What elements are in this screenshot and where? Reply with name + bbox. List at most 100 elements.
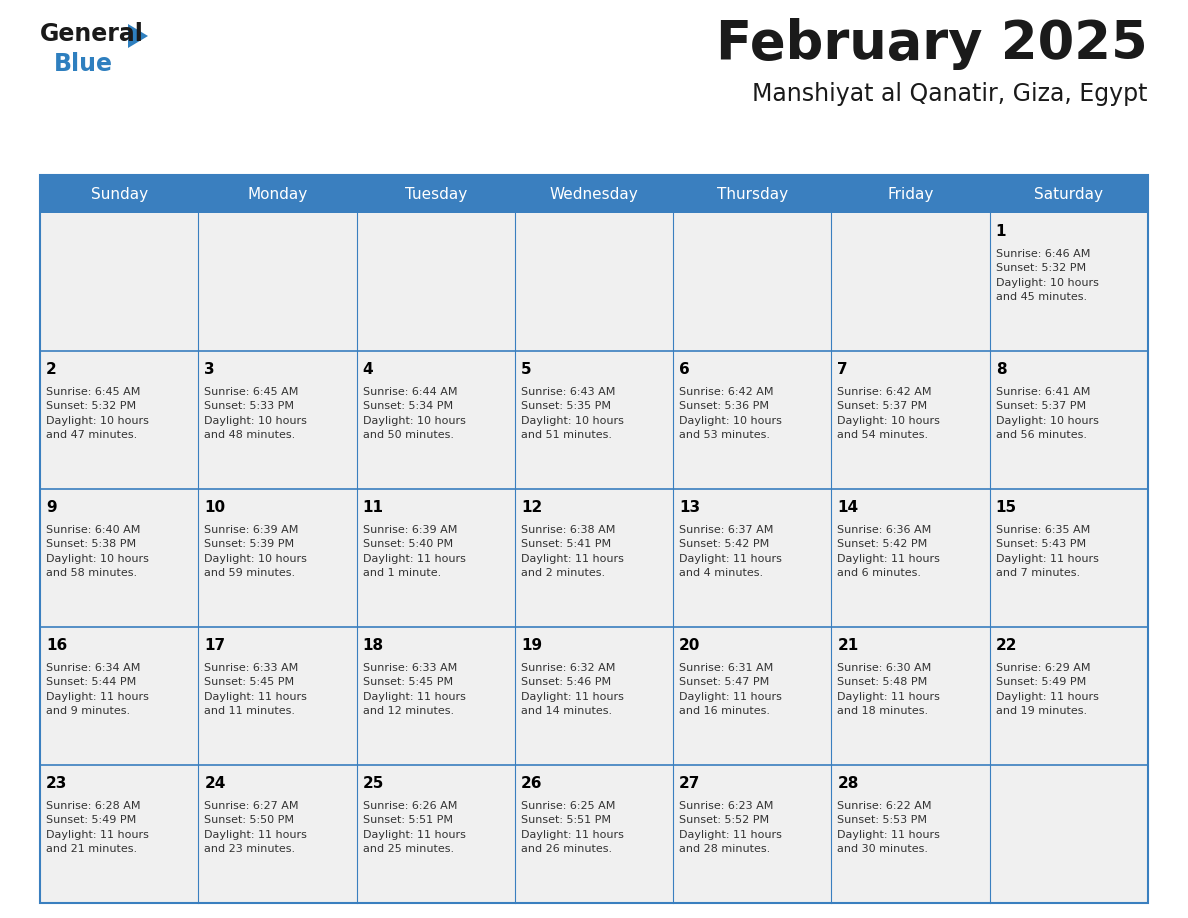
Bar <box>990 351 1148 489</box>
Bar <box>356 765 514 903</box>
Text: 25: 25 <box>362 777 384 791</box>
Bar <box>356 351 514 489</box>
Text: 27: 27 <box>680 777 701 791</box>
Text: 23: 23 <box>46 777 68 791</box>
Text: Sunrise: 6:26 AM
Sunset: 5:51 PM
Daylight: 11 hours
and 25 minutes.: Sunrise: 6:26 AM Sunset: 5:51 PM Dayligh… <box>362 801 466 855</box>
Bar <box>832 175 990 213</box>
Text: 8: 8 <box>996 363 1006 377</box>
Text: Blue: Blue <box>53 52 113 76</box>
Text: Wednesday: Wednesday <box>550 186 638 201</box>
Text: Sunrise: 6:37 AM
Sunset: 5:42 PM
Daylight: 11 hours
and 4 minutes.: Sunrise: 6:37 AM Sunset: 5:42 PM Dayligh… <box>680 525 782 578</box>
Bar <box>514 765 674 903</box>
Bar <box>990 765 1148 903</box>
Bar <box>198 627 356 765</box>
Text: 22: 22 <box>996 639 1017 654</box>
Text: Sunday: Sunday <box>90 186 147 201</box>
Text: Sunrise: 6:27 AM
Sunset: 5:50 PM
Daylight: 11 hours
and 23 minutes.: Sunrise: 6:27 AM Sunset: 5:50 PM Dayligh… <box>204 801 308 855</box>
Bar <box>674 351 832 489</box>
Text: Sunrise: 6:25 AM
Sunset: 5:51 PM
Daylight: 11 hours
and 26 minutes.: Sunrise: 6:25 AM Sunset: 5:51 PM Dayligh… <box>520 801 624 855</box>
Bar <box>356 213 514 351</box>
Text: Sunrise: 6:46 AM
Sunset: 5:32 PM
Daylight: 10 hours
and 45 minutes.: Sunrise: 6:46 AM Sunset: 5:32 PM Dayligh… <box>996 249 1099 302</box>
Text: Sunrise: 6:23 AM
Sunset: 5:52 PM
Daylight: 11 hours
and 28 minutes.: Sunrise: 6:23 AM Sunset: 5:52 PM Dayligh… <box>680 801 782 855</box>
Text: 11: 11 <box>362 500 384 516</box>
Text: Sunrise: 6:31 AM
Sunset: 5:47 PM
Daylight: 11 hours
and 16 minutes.: Sunrise: 6:31 AM Sunset: 5:47 PM Dayligh… <box>680 663 782 716</box>
Text: Sunrise: 6:42 AM
Sunset: 5:36 PM
Daylight: 10 hours
and 53 minutes.: Sunrise: 6:42 AM Sunset: 5:36 PM Dayligh… <box>680 387 782 441</box>
Text: Manshiyat al Qanatir, Giza, Egypt: Manshiyat al Qanatir, Giza, Egypt <box>752 82 1148 106</box>
Bar <box>356 489 514 627</box>
Bar <box>356 175 514 213</box>
Bar <box>198 489 356 627</box>
Text: February 2025: February 2025 <box>716 18 1148 70</box>
Text: 18: 18 <box>362 639 384 654</box>
Bar <box>832 765 990 903</box>
Text: Friday: Friday <box>887 186 934 201</box>
Bar <box>40 765 198 903</box>
Bar <box>514 175 674 213</box>
Text: Sunrise: 6:34 AM
Sunset: 5:44 PM
Daylight: 11 hours
and 9 minutes.: Sunrise: 6:34 AM Sunset: 5:44 PM Dayligh… <box>46 663 148 716</box>
Text: General: General <box>40 22 144 46</box>
Polygon shape <box>128 24 148 48</box>
Text: Sunrise: 6:29 AM
Sunset: 5:49 PM
Daylight: 11 hours
and 19 minutes.: Sunrise: 6:29 AM Sunset: 5:49 PM Dayligh… <box>996 663 1099 716</box>
Bar <box>674 765 832 903</box>
Text: Sunrise: 6:36 AM
Sunset: 5:42 PM
Daylight: 11 hours
and 6 minutes.: Sunrise: 6:36 AM Sunset: 5:42 PM Dayligh… <box>838 525 941 578</box>
Bar <box>832 213 990 351</box>
Bar <box>198 765 356 903</box>
Text: 5: 5 <box>520 363 531 377</box>
Text: 14: 14 <box>838 500 859 516</box>
Text: 21: 21 <box>838 639 859 654</box>
Text: Sunrise: 6:45 AM
Sunset: 5:33 PM
Daylight: 10 hours
and 48 minutes.: Sunrise: 6:45 AM Sunset: 5:33 PM Dayligh… <box>204 387 308 441</box>
Bar <box>40 627 198 765</box>
Bar <box>990 175 1148 213</box>
Bar <box>198 175 356 213</box>
Bar <box>832 627 990 765</box>
Bar <box>40 175 1148 903</box>
Bar <box>514 351 674 489</box>
Text: 2: 2 <box>46 363 57 377</box>
Text: Sunrise: 6:41 AM
Sunset: 5:37 PM
Daylight: 10 hours
and 56 minutes.: Sunrise: 6:41 AM Sunset: 5:37 PM Dayligh… <box>996 387 1099 441</box>
Bar <box>832 489 990 627</box>
Bar <box>198 213 356 351</box>
Text: 13: 13 <box>680 500 700 516</box>
Bar <box>990 627 1148 765</box>
Bar <box>40 351 198 489</box>
Text: 1: 1 <box>996 225 1006 240</box>
Bar <box>832 351 990 489</box>
Text: 6: 6 <box>680 363 690 377</box>
Bar <box>990 489 1148 627</box>
Text: Sunrise: 6:33 AM
Sunset: 5:45 PM
Daylight: 11 hours
and 12 minutes.: Sunrise: 6:33 AM Sunset: 5:45 PM Dayligh… <box>362 663 466 716</box>
Bar <box>40 175 198 213</box>
Text: Sunrise: 6:33 AM
Sunset: 5:45 PM
Daylight: 11 hours
and 11 minutes.: Sunrise: 6:33 AM Sunset: 5:45 PM Dayligh… <box>204 663 308 716</box>
Text: 26: 26 <box>520 777 543 791</box>
Text: 10: 10 <box>204 500 226 516</box>
Bar <box>514 213 674 351</box>
Text: Sunrise: 6:40 AM
Sunset: 5:38 PM
Daylight: 10 hours
and 58 minutes.: Sunrise: 6:40 AM Sunset: 5:38 PM Dayligh… <box>46 525 148 578</box>
Bar <box>674 627 832 765</box>
Bar <box>40 213 198 351</box>
Bar <box>514 627 674 765</box>
Text: Sunrise: 6:45 AM
Sunset: 5:32 PM
Daylight: 10 hours
and 47 minutes.: Sunrise: 6:45 AM Sunset: 5:32 PM Dayligh… <box>46 387 148 441</box>
Text: Tuesday: Tuesday <box>405 186 467 201</box>
Text: Sunrise: 6:28 AM
Sunset: 5:49 PM
Daylight: 11 hours
and 21 minutes.: Sunrise: 6:28 AM Sunset: 5:49 PM Dayligh… <box>46 801 148 855</box>
Text: 12: 12 <box>520 500 542 516</box>
Text: 24: 24 <box>204 777 226 791</box>
Text: 28: 28 <box>838 777 859 791</box>
Text: Sunrise: 6:44 AM
Sunset: 5:34 PM
Daylight: 10 hours
and 50 minutes.: Sunrise: 6:44 AM Sunset: 5:34 PM Dayligh… <box>362 387 466 441</box>
Bar <box>198 351 356 489</box>
Text: 16: 16 <box>46 639 68 654</box>
Text: 9: 9 <box>46 500 57 516</box>
Text: Sunrise: 6:42 AM
Sunset: 5:37 PM
Daylight: 10 hours
and 54 minutes.: Sunrise: 6:42 AM Sunset: 5:37 PM Dayligh… <box>838 387 941 441</box>
Bar <box>356 627 514 765</box>
Text: Thursday: Thursday <box>716 186 788 201</box>
Text: 19: 19 <box>520 639 542 654</box>
Text: Sunrise: 6:22 AM
Sunset: 5:53 PM
Daylight: 11 hours
and 30 minutes.: Sunrise: 6:22 AM Sunset: 5:53 PM Dayligh… <box>838 801 941 855</box>
Bar <box>40 489 198 627</box>
Text: Sunrise: 6:32 AM
Sunset: 5:46 PM
Daylight: 11 hours
and 14 minutes.: Sunrise: 6:32 AM Sunset: 5:46 PM Dayligh… <box>520 663 624 716</box>
Text: 3: 3 <box>204 363 215 377</box>
Text: Sunrise: 6:38 AM
Sunset: 5:41 PM
Daylight: 11 hours
and 2 minutes.: Sunrise: 6:38 AM Sunset: 5:41 PM Dayligh… <box>520 525 624 578</box>
Text: 4: 4 <box>362 363 373 377</box>
Text: 20: 20 <box>680 639 701 654</box>
Text: Sunrise: 6:30 AM
Sunset: 5:48 PM
Daylight: 11 hours
and 18 minutes.: Sunrise: 6:30 AM Sunset: 5:48 PM Dayligh… <box>838 663 941 716</box>
Text: Monday: Monday <box>247 186 308 201</box>
Bar <box>674 175 832 213</box>
Text: Saturday: Saturday <box>1035 186 1104 201</box>
